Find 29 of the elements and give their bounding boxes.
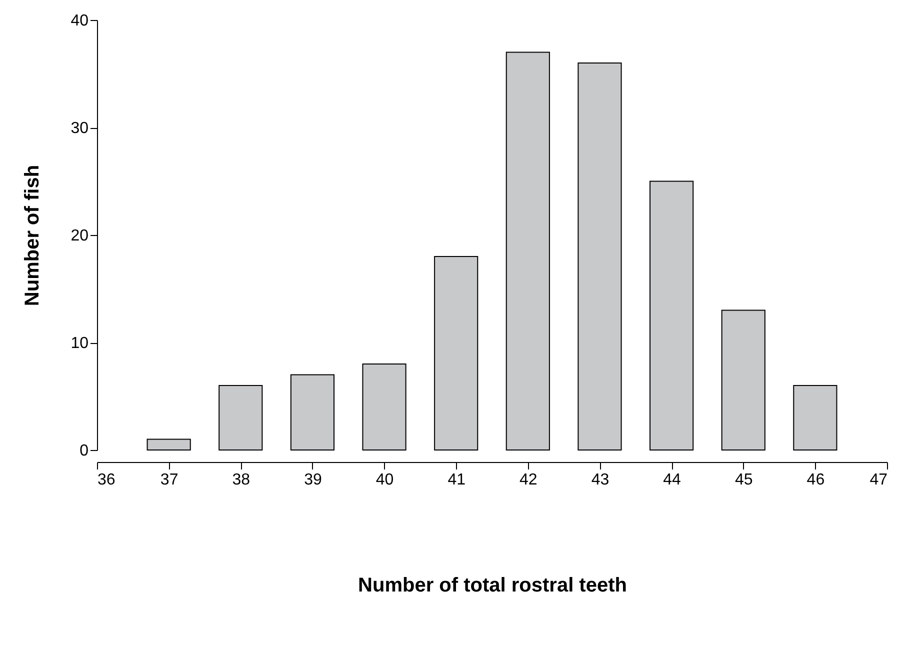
x-axis-title: Number of total rostral teeth	[358, 574, 627, 596]
y-tick-label: 30	[70, 120, 89, 137]
x-tick-label: 40	[376, 472, 394, 488]
x-tick-label: 44	[663, 472, 682, 488]
x-tick-label: 39	[304, 472, 322, 488]
x-tick-label: 37	[160, 472, 178, 488]
x-tick-label: 36	[98, 472, 116, 488]
y-axis-title: Number of fish	[22, 164, 44, 306]
x-tick-label: 47	[870, 472, 888, 488]
bar	[506, 52, 550, 450]
bar	[290, 374, 334, 450]
x-tick-label: 45	[734, 472, 753, 488]
bar	[434, 256, 478, 450]
y-tick-label: 0	[80, 442, 89, 460]
bar	[793, 385, 838, 450]
x-tick-label: 46	[806, 472, 825, 488]
x-tick-label: 41	[448, 472, 466, 488]
bar	[650, 180, 694, 450]
x-tick-label: 43	[591, 472, 610, 488]
bar	[721, 310, 766, 450]
bar	[146, 438, 191, 450]
x-tick-label: 38	[232, 472, 250, 488]
bar	[578, 62, 622, 450]
y-tick-label: 20	[70, 228, 89, 244]
y-tick-label: 40	[70, 12, 89, 30]
bar	[218, 385, 263, 450]
x-tick-label: 42	[520, 472, 538, 488]
y-tick-label: 10	[70, 335, 89, 352]
bar	[362, 364, 406, 450]
